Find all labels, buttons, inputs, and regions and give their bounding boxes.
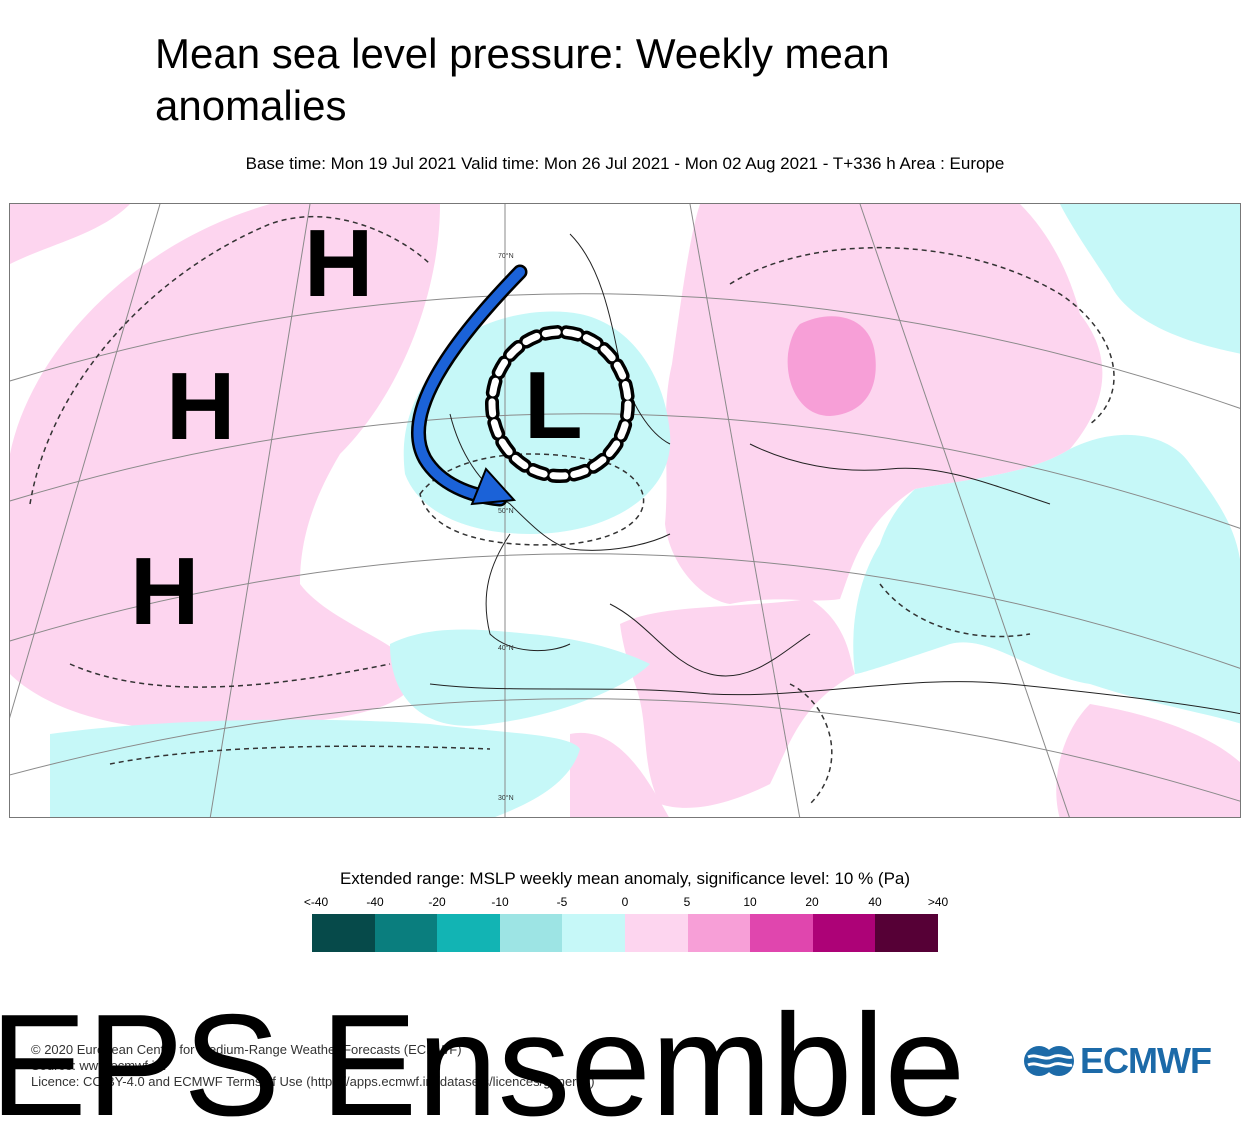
legend-tick: 0 [621,895,629,909]
legend-swatch [812,914,876,952]
map-canvas: 70°N 50°N 40°N 30°N [10,204,1240,817]
contour-lines [29,215,1115,805]
legend-swatch [687,914,751,952]
high-pressure-marker-south: H [130,538,200,645]
anomaly-map: 70°N 50°N 40°N 30°N H H H L [9,203,1241,818]
legend-tick: 40 [868,895,882,909]
positive-anomaly-region-east [1056,704,1240,817]
legend-swatch [750,914,813,952]
high-pressure-marker-north: H [304,210,374,317]
map-title: Mean sea level pressure: Weekly mean ano… [155,30,890,129]
lat-label-30: 30°N [498,794,514,802]
ecmwf-logo-text: ECMWF [1080,1040,1212,1081]
lat-label-50: 50°N [498,507,514,515]
legend-tick: -10 [491,895,509,909]
copyright-text: © 2020 European Centre for Medium-Range … [31,1042,462,1057]
negative-anomaly-region-northeast [1060,204,1240,354]
legend-swatch [875,914,938,952]
legend-tick: -5 [556,895,568,909]
negative-anomaly-region-middle-east [853,434,1240,724]
negative-anomaly-region-africa [50,719,580,817]
eps-ensemble-banner: EPS Ensemble [0,984,966,1146]
legend-swatch [312,914,375,952]
negative-anomaly-region-north-sea [403,311,671,534]
flow-arrow-head [470,467,517,506]
lat-label-40: 40°N [498,644,514,652]
low-ring [488,328,632,480]
lat-label-70: 70°N [498,252,514,260]
low-pressure-marker: L [524,352,583,459]
positive-anomaly-region-sahara [570,732,669,817]
high-pressure-marker-mid: H [166,353,236,460]
map-subtitle: Base time: Mon 19 Jul 2021 Valid time: M… [245,154,1005,173]
graticule [10,204,1240,817]
legend-swatch [624,914,688,952]
legend-tick: -40 [366,895,384,909]
legend-swatch [374,914,438,952]
legend-swatch [562,914,625,952]
legend-tick: >40 [927,895,949,909]
flow-arrow [413,267,525,504]
ecmwf-logo-icon [1024,1046,1074,1076]
legend-tick: 10 [743,895,757,909]
legend-tick: 20 [805,895,819,909]
licence-text: Licence: CC-BY-4.0 and ECMWF Terms of Us… [31,1074,595,1089]
legend-tick: -20 [428,895,446,909]
legend-title: Extended range: MSLP weekly mean anomaly… [339,869,911,888]
legend-swatch [437,914,500,952]
negative-anomaly-region-iberia [390,629,650,726]
positive-anomaly-region-atlantic [10,204,440,730]
legend-tick: <-40 [303,895,329,909]
positive-anomaly-region-mediterranean [620,599,855,808]
ecmwf-logo: ECMWF [1022,1040,1212,1082]
legend-tick: 5 [683,895,691,909]
legend-colorbar [312,914,938,952]
strong-positive-anomaly-region [787,316,876,416]
legend-swatch [499,914,563,952]
positive-anomaly-region-arctic [10,204,130,264]
source-text: Source: www.ecmwf.int [31,1058,166,1073]
